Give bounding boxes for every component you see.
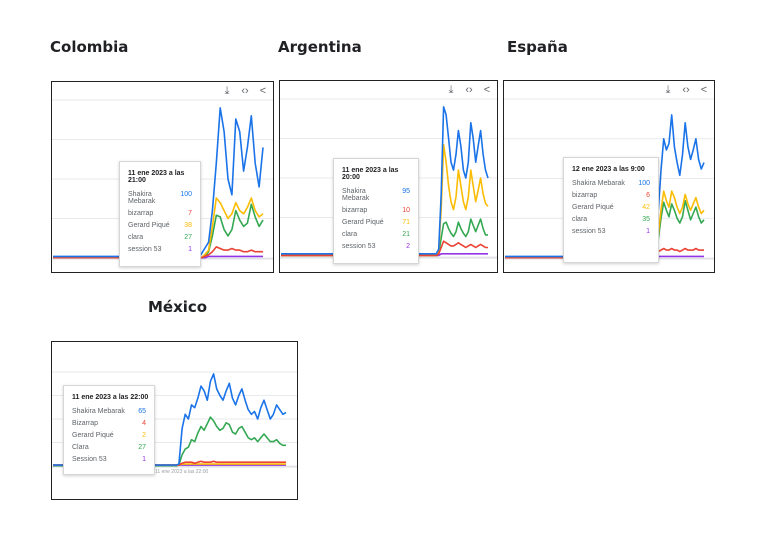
- tooltip-series-value: 42: [642, 204, 650, 211]
- tooltip-series-name: Clara: [72, 444, 89, 451]
- tooltip-series-value: 27: [138, 444, 146, 451]
- tooltip-date: 12 ene 2023 a las 9:00: [572, 166, 645, 173]
- tooltip-row: Shakira Mebarak 65: [72, 408, 146, 415]
- tooltip-series-value: 71: [402, 219, 410, 226]
- tooltip-series-value: 1: [142, 456, 146, 463]
- tooltip-series-name: clara: [572, 216, 588, 223]
- tooltip-series-value: 1: [646, 228, 650, 235]
- chart-panel-argentina: ⤓ ‹› < 11 ene 2023 a las 20:00 Shakira M…: [279, 80, 498, 273]
- chart-panel-espana: ⤓ ‹› < 12 ene 2023 a las 9:00 Shakira Me…: [503, 80, 715, 273]
- tooltip-series-name: Gerard Piqué: [128, 222, 170, 229]
- chart-tooltip: 11 ene 2023 a las 21:00 Shakira Mebarak 1…: [119, 161, 201, 267]
- tooltip-row: bizarrap 6: [572, 192, 650, 199]
- chart-tooltip: 11 ene 2023 a las 20:00 Shakira Mebarak 9…: [333, 158, 419, 264]
- tooltip-row: Gerard Piqué 71: [342, 219, 410, 226]
- tooltip-series-value: 7: [188, 210, 192, 217]
- tooltip-series-name: bizarrap: [342, 207, 368, 214]
- tooltip-series-name: Gerard Piqué: [342, 219, 384, 226]
- chart-tooltip: 11 ene 2023 a las 22:00 Shakira Mebarak 6…: [63, 385, 155, 475]
- chart-title-espana: España: [507, 38, 568, 56]
- tooltip-row: Shakira Mebarak 100: [128, 191, 192, 205]
- tooltip-row: clara 21: [342, 231, 410, 238]
- tooltip-date: 11 ene 2023 a las 22:00: [72, 394, 149, 401]
- tooltip-series-name: Shakira Mebarak: [342, 188, 370, 202]
- tooltip-series-name: clara: [342, 231, 358, 238]
- tooltip-row: clara 35: [572, 216, 650, 223]
- embed-icon[interactable]: ‹›: [682, 84, 690, 96]
- tooltip-row: Bizarrap 4: [72, 420, 146, 427]
- tooltip-series-value: 100: [180, 191, 192, 198]
- tooltip-row: Gerard Piqué 2: [72, 432, 146, 439]
- download-icon[interactable]: ⤓: [448, 84, 454, 96]
- tooltip-series-name: bizarrap: [572, 192, 598, 199]
- chart-toolbar: ⤓ ‹› <: [445, 84, 493, 96]
- tooltip-series-name: Session 53: [72, 456, 107, 463]
- tooltip-row: Session 53 1: [72, 456, 146, 463]
- embed-icon[interactable]: ‹›: [465, 84, 473, 96]
- tooltip-row: session 53 1: [128, 246, 192, 253]
- tooltip-series-value: 27: [184, 234, 192, 241]
- tooltip-series-value: 95: [402, 188, 410, 195]
- tooltip-date: 11 ene 2023 a las 20:00: [342, 167, 399, 181]
- tooltip-series-name: Gerard Piqué: [572, 204, 614, 211]
- tooltip-series-value: 2: [406, 243, 410, 250]
- tooltip-series-name: session 53: [572, 228, 606, 235]
- tooltip-series-value: 21: [402, 231, 410, 238]
- tooltip-series-name: Gerard Piqué: [72, 432, 114, 439]
- tooltip-series-value: 4: [142, 420, 146, 427]
- chart-tooltip: 12 ene 2023 a las 9:00 Shakira Mebarak 10…: [563, 157, 659, 263]
- tooltip-row: clara 27: [128, 234, 192, 241]
- share-icon[interactable]: <: [483, 84, 491, 96]
- chart-title-argentina: Argentina: [278, 38, 362, 56]
- tooltip-series-name: session 53: [342, 243, 376, 250]
- tooltip-row: session 53 1: [572, 228, 650, 235]
- chart-title-mexico: México: [148, 298, 208, 316]
- tooltip-row: Gerard Piqué 38: [128, 222, 192, 229]
- tooltip-series-value: 1: [188, 246, 192, 253]
- tooltip-series-value: 6: [646, 192, 650, 199]
- tooltip-row: session 53 2: [342, 243, 410, 250]
- tooltip-row: Shakira Mebarak 100: [572, 180, 650, 187]
- tooltip-row: bizarrap 7: [128, 210, 192, 217]
- tooltip-row: bizarrap 10: [342, 207, 410, 214]
- tooltip-series-value: 100: [638, 180, 650, 187]
- tooltip-date: 11 ene 2023 a las 21:00: [128, 170, 185, 184]
- tooltip-series-value: 35: [642, 216, 650, 223]
- tooltip-series-value: 38: [184, 222, 192, 229]
- chart-panel-colombia: ⤓ ‹› < 11 ene 2023 a las 21:00 Shakira M…: [51, 81, 274, 273]
- download-icon[interactable]: ⤓: [665, 84, 671, 96]
- x-axis-hover-label: 11 ene 2023 a las 22:00: [155, 469, 209, 475]
- download-icon[interactable]: ⤓: [224, 85, 230, 97]
- tooltip-row: Clara 27: [72, 444, 146, 451]
- tooltip-row: Gerard Piqué 42: [572, 204, 650, 211]
- tooltip-series-value: 65: [138, 408, 146, 415]
- tooltip-series-name: session 53: [128, 246, 162, 253]
- tooltip-series-name: Shakira Mebarak: [572, 180, 625, 187]
- share-icon[interactable]: <: [700, 84, 708, 96]
- chart-toolbar: ⤓ ‹› <: [221, 85, 269, 97]
- tooltip-series-value: 2: [142, 432, 146, 439]
- tooltip-series-name: bizarrap: [128, 210, 154, 217]
- embed-icon[interactable]: ‹›: [241, 85, 249, 97]
- tooltip-series-name: Bizarrap: [72, 420, 99, 427]
- chart-panel-mexico: 11 ene 2023 a las 22:00 Shakira Mebarak 6…: [51, 341, 298, 500]
- share-icon[interactable]: <: [259, 85, 267, 97]
- tooltip-row: Shakira Mebarak 95: [342, 188, 410, 202]
- tooltip-series-name: Shakira Mebarak: [72, 408, 125, 415]
- chart-toolbar: ⤓ ‹› <: [662, 84, 710, 96]
- tooltip-series-name: clara: [128, 234, 144, 241]
- tooltip-series-name: Shakira Mebarak: [128, 191, 156, 205]
- tooltip-series-value: 10: [402, 207, 410, 214]
- chart-title-colombia: Colombia: [50, 38, 129, 56]
